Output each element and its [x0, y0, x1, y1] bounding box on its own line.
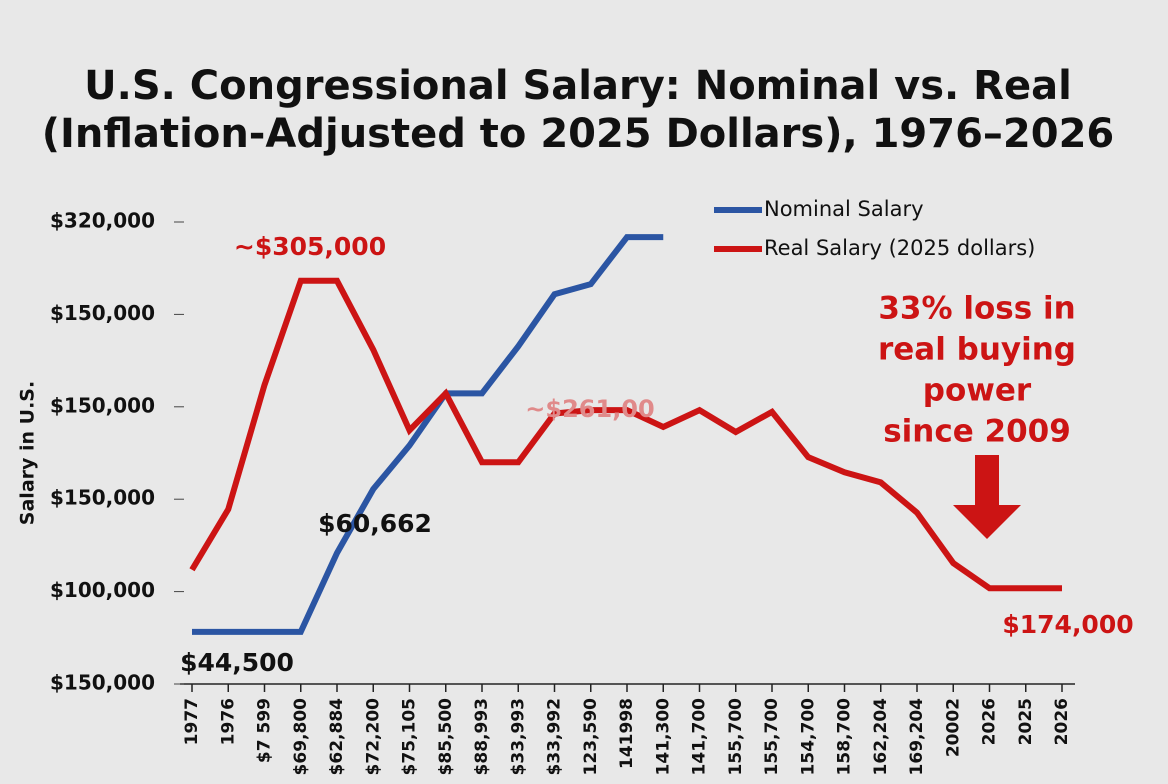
- series-line: [189, 277, 1062, 592]
- legend-label: Real Salary (2025 dollars): [764, 236, 1035, 260]
- x-tick-label: 20002: [943, 698, 963, 757]
- y-tick-label: $150,000: [50, 671, 155, 695]
- x-tick-label: $88,993: [472, 698, 492, 775]
- x-tick-label: 2025: [1016, 698, 1036, 745]
- x-tick-label: 2026: [1052, 698, 1072, 745]
- x-tick-label: $7 599: [255, 698, 275, 763]
- x-tick-label: 154,700: [798, 698, 818, 776]
- callout-text: power: [923, 373, 1032, 409]
- annotation: $60,662: [318, 509, 432, 538]
- x-tick-label: $33,993: [508, 698, 528, 775]
- annotation: ~$305,000: [234, 232, 386, 261]
- x-tick-label: 141998: [617, 698, 637, 769]
- annotation: $44,500: [180, 648, 294, 677]
- callout-text: 33% loss in: [878, 291, 1075, 327]
- callout-text: since 2009: [883, 414, 1071, 450]
- callout-arrow: [953, 455, 1021, 539]
- x-tick-label: $85,500: [436, 698, 456, 776]
- x-tick-label: 141,300: [653, 698, 673, 776]
- x-tick-label: $62,884: [327, 698, 347, 776]
- y-tick-label: $150,000: [50, 301, 155, 325]
- x-tick-label: 141,700: [690, 698, 710, 776]
- x-tick-label: 169,204: [907, 698, 927, 776]
- x-tick-label: $75,105: [400, 698, 420, 775]
- x-tick-label: 155,700: [726, 698, 746, 776]
- x-tick-label: $72,200: [363, 698, 383, 776]
- chart-title: U.S. Congressional Salary: Nominal vs. R…: [84, 63, 1072, 109]
- x-tick-label: 1977: [182, 698, 202, 745]
- annotation: $174,000: [1002, 610, 1133, 639]
- legend-label: Nominal Salary: [764, 197, 924, 221]
- x-tick-label: 1976: [218, 698, 238, 745]
- y-tick-label: $320,000: [50, 209, 155, 233]
- y-axis-label: Salary in U.S.: [17, 381, 39, 525]
- callout-text: real buying: [878, 332, 1076, 368]
- annotation: ~$261,00: [525, 395, 654, 423]
- x-tick-label: 155,700: [762, 698, 782, 776]
- x-tick-label: 2026: [980, 698, 1000, 745]
- y-tick-label: $150,000: [50, 393, 155, 417]
- chart-title: (Inflation-Adjusted to 2025 Dollars), 19…: [42, 111, 1115, 157]
- x-tick-label: $69,800: [291, 698, 311, 776]
- y-tick-label: $150,000: [50, 486, 155, 510]
- x-tick-label: $33,992: [545, 698, 565, 775]
- x-tick-label: 162,204: [871, 698, 891, 776]
- x-tick-label: 123,590: [581, 698, 601, 776]
- series-line: [192, 234, 664, 635]
- y-tick-label: $100,000: [50, 578, 155, 602]
- x-tick-label: 158,700: [835, 698, 855, 776]
